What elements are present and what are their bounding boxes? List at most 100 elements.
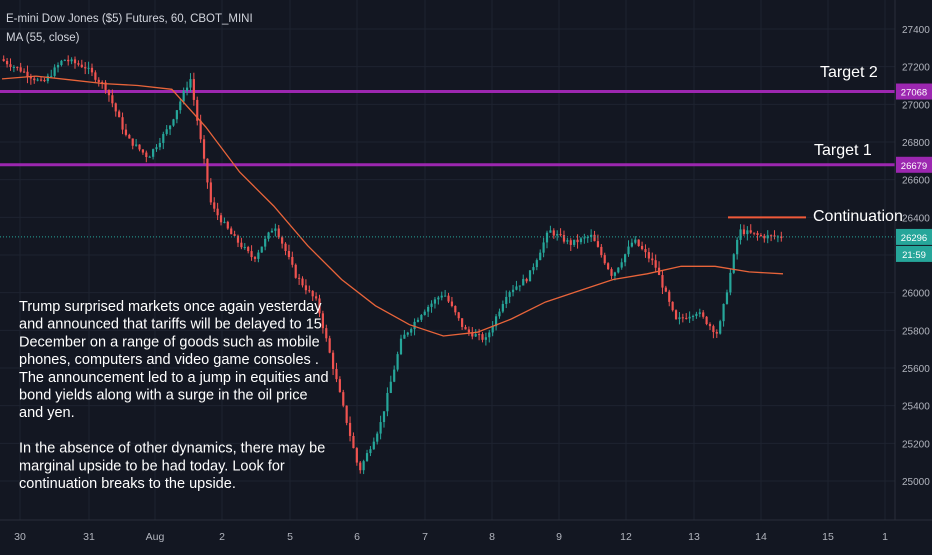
candle-body[interactable] [213,202,216,209]
candle-body[interactable] [107,89,111,96]
candle-body[interactable] [488,332,491,338]
candle-body[interactable] [454,305,457,313]
candle-body[interactable] [501,303,504,312]
candle-body[interactable] [770,235,773,237]
candle-body[interactable] [736,239,739,255]
candle-body[interactable] [613,272,617,276]
candle-body[interactable] [22,71,26,73]
candle-body[interactable] [80,64,83,68]
candle-body[interactable] [749,230,752,233]
candle-body[interactable] [111,95,114,104]
candle-body[interactable] [5,61,9,65]
candle-body[interactable] [274,228,277,231]
candle-body[interactable] [376,433,379,442]
candle-body[interactable] [634,239,637,243]
candle-body[interactable] [651,258,654,261]
candle-body[interactable] [124,129,128,135]
candle-body[interactable] [457,312,460,319]
candle-body[interactable] [637,239,640,246]
candle-body[interactable] [525,278,528,282]
candle-body[interactable] [362,461,365,471]
candle-body[interactable] [301,278,304,286]
candle-body[interactable] [518,285,521,287]
candle-body[interactable] [250,251,253,258]
candle-body[interactable] [477,334,481,336]
candle-body[interactable] [742,229,746,235]
candle-body[interactable] [610,269,613,276]
candle-body[interactable] [298,277,301,279]
candle-body[interactable] [318,298,321,314]
candle-body[interactable] [19,67,22,72]
candle-body[interactable] [253,257,257,259]
candle-body[interactable] [640,245,644,250]
candle-body[interactable] [314,296,318,299]
candle-body[interactable] [352,435,355,449]
candle-body[interactable] [219,215,223,223]
candle-body[interactable] [688,316,691,319]
candle-body[interactable] [539,252,542,261]
candle-body[interactable] [647,252,650,259]
candle-body[interactable] [331,352,335,369]
candle-body[interactable] [617,267,620,273]
candle-body[interactable] [600,246,603,256]
candle-body[interactable] [406,332,409,335]
candle-body[interactable] [264,238,267,247]
candle-body[interactable] [372,441,375,450]
candle-body[interactable] [182,91,185,102]
candle-body[interactable] [437,297,440,300]
candle-body[interactable] [410,329,413,333]
candle-body[interactable] [77,63,80,65]
candle-body[interactable] [260,246,263,253]
candle-body[interactable] [603,255,606,264]
candle-body[interactable] [450,301,454,306]
candle-body[interactable] [382,411,386,423]
candle-body[interactable] [674,310,678,320]
candle-body[interactable] [464,326,467,330]
candle-body[interactable] [118,111,121,118]
candle-body[interactable] [335,368,338,380]
candle-body[interactable] [746,230,749,235]
candle-body[interactable] [695,313,698,317]
candle-body[interactable] [199,120,202,140]
candle-body[interactable] [753,232,756,234]
candle-body[interactable] [756,233,759,236]
candle-body[interactable] [583,237,586,239]
candle-body[interactable] [491,326,494,333]
candle-body[interactable] [715,331,718,334]
candle-body[interactable] [498,311,501,317]
candle-body[interactable] [393,369,396,382]
candle-body[interactable] [73,59,77,64]
candle-body[interactable] [722,303,725,322]
candle-body[interactable] [620,262,623,268]
candle-body[interactable] [185,87,189,92]
candle-body[interactable] [579,238,583,243]
candle-body[interactable] [545,232,549,243]
candle-body[interactable] [179,101,182,111]
candle-body[interactable] [311,290,314,297]
candle-body[interactable] [712,326,715,332]
candle-body[interactable] [607,263,610,270]
candle-body[interactable] [131,138,134,146]
candle-body[interactable] [281,237,284,244]
candle-body[interactable] [508,292,511,297]
candle-body[interactable] [681,317,684,319]
candle-body[interactable] [165,129,168,134]
price-axis[interactable]: 2500025200254002560025800260002620026400… [902,25,930,488]
candle-body[interactable] [321,313,324,329]
candle-body[interactable] [53,67,56,76]
candle-body[interactable] [145,152,148,158]
candle-body[interactable] [729,272,732,293]
candle-body[interactable] [338,379,341,393]
candle-body[interactable] [236,235,240,243]
candle-body[interactable] [732,254,735,273]
candle-body[interactable] [29,76,32,79]
candle-body[interactable] [216,208,219,216]
candle-body[interactable] [624,254,627,263]
candle-body[interactable] [121,117,124,130]
candle-body[interactable] [196,99,199,121]
candle-body[interactable] [708,324,712,327]
candle-body[interactable] [705,316,708,325]
candle-body[interactable] [12,66,15,68]
candle-body[interactable] [325,328,328,339]
indicator-label[interactable]: MA (55, close) [6,32,80,44]
